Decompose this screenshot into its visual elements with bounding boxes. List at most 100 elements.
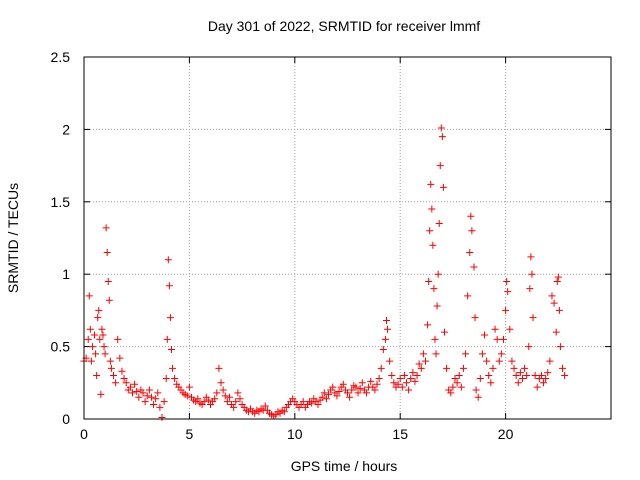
- data-point: [116, 354, 124, 362]
- y-axis-title: SRMTID / TECUs: [5, 183, 21, 293]
- data-point: [550, 299, 558, 307]
- data-point: [544, 369, 552, 377]
- data-point: [139, 389, 147, 397]
- data-point: [483, 357, 491, 365]
- data-point: [546, 357, 554, 365]
- data-point: [491, 325, 499, 333]
- data-point: [437, 124, 445, 132]
- data-point: [110, 372, 118, 380]
- data-point: [472, 386, 480, 394]
- data-point: [561, 372, 569, 380]
- data-point: [143, 392, 151, 400]
- data-point: [504, 288, 512, 296]
- data-point: [152, 395, 160, 403]
- y-tick-label: 2.5: [51, 49, 71, 65]
- data-point: [428, 205, 436, 213]
- data-point: [88, 343, 96, 351]
- data-point: [417, 364, 425, 372]
- data-point: [430, 285, 438, 293]
- data-point: [147, 393, 155, 401]
- data-point: [98, 325, 106, 333]
- data-point: [122, 379, 130, 387]
- data-point: [158, 414, 166, 422]
- data-point: [512, 372, 520, 380]
- data-point: [555, 306, 563, 314]
- y-tick-label: 0.5: [51, 339, 71, 355]
- data-point: [447, 389, 455, 397]
- data-point: [94, 314, 102, 322]
- data-point: [405, 386, 413, 394]
- data-point: [171, 374, 179, 382]
- data-point: [156, 403, 164, 411]
- data-point: [386, 357, 394, 365]
- data-point: [426, 227, 434, 235]
- data-point: [280, 408, 288, 416]
- data-point: [162, 374, 170, 382]
- data-point: [526, 285, 534, 293]
- grid: [84, 57, 611, 419]
- data-point: [433, 302, 441, 310]
- data-point: [373, 380, 381, 388]
- x-axis-title: GPS time / hours: [291, 458, 398, 474]
- data-point: [542, 374, 550, 382]
- data-point: [495, 357, 503, 365]
- data-point: [531, 372, 539, 380]
- data-point: [476, 374, 484, 382]
- data-point: [489, 364, 497, 372]
- data-point: [462, 350, 470, 358]
- data-point: [163, 335, 171, 343]
- data-point: [403, 379, 411, 387]
- data-point: [135, 393, 143, 401]
- x-tick-label: 20: [498, 426, 514, 442]
- data-point: [354, 389, 362, 397]
- data-point: [339, 380, 347, 388]
- data-point: [85, 292, 93, 300]
- data-point: [367, 377, 375, 385]
- data-point: [521, 364, 529, 372]
- data-point: [225, 393, 233, 401]
- data-point: [183, 392, 191, 400]
- data-point: [261, 402, 269, 410]
- data-point: [471, 314, 479, 322]
- data-point: [95, 306, 103, 314]
- data-point: [344, 389, 351, 397]
- data-point: [150, 401, 158, 409]
- data-point: [217, 379, 225, 387]
- data-point: [154, 389, 162, 397]
- data-point: [455, 372, 463, 380]
- data-points: [80, 124, 569, 422]
- data-point: [104, 277, 112, 285]
- data-point: [91, 331, 99, 339]
- data-point: [120, 374, 128, 382]
- y-tick-label: 1.5: [51, 194, 71, 210]
- data-point: [431, 335, 439, 343]
- data-point: [525, 343, 533, 351]
- data-point: [234, 389, 242, 397]
- data-point: [112, 379, 120, 387]
- data-point: [390, 379, 398, 387]
- data-point: [440, 328, 448, 336]
- data-point: [92, 350, 100, 358]
- y-tick-label: 2: [62, 121, 70, 137]
- data-point: [559, 364, 567, 372]
- data-point: [107, 364, 115, 372]
- data-point: [464, 292, 472, 300]
- data-point: [164, 256, 172, 264]
- x-tick-label: 10: [287, 426, 303, 442]
- data-point: [105, 296, 113, 304]
- data-point: [427, 180, 435, 188]
- data-point: [223, 398, 231, 406]
- data-point: [425, 277, 433, 285]
- data-point: [528, 270, 536, 278]
- chart-title: Day 301 of 2022, SRMTID for receiver lmm…: [208, 18, 480, 34]
- data-point: [443, 364, 451, 372]
- data-point: [432, 350, 440, 358]
- data-point: [413, 372, 421, 380]
- data-point: [230, 403, 238, 411]
- data-point: [508, 357, 516, 365]
- data-point: [533, 383, 541, 391]
- data-point: [133, 387, 141, 395]
- data-point: [419, 350, 427, 358]
- data-point: [457, 383, 465, 391]
